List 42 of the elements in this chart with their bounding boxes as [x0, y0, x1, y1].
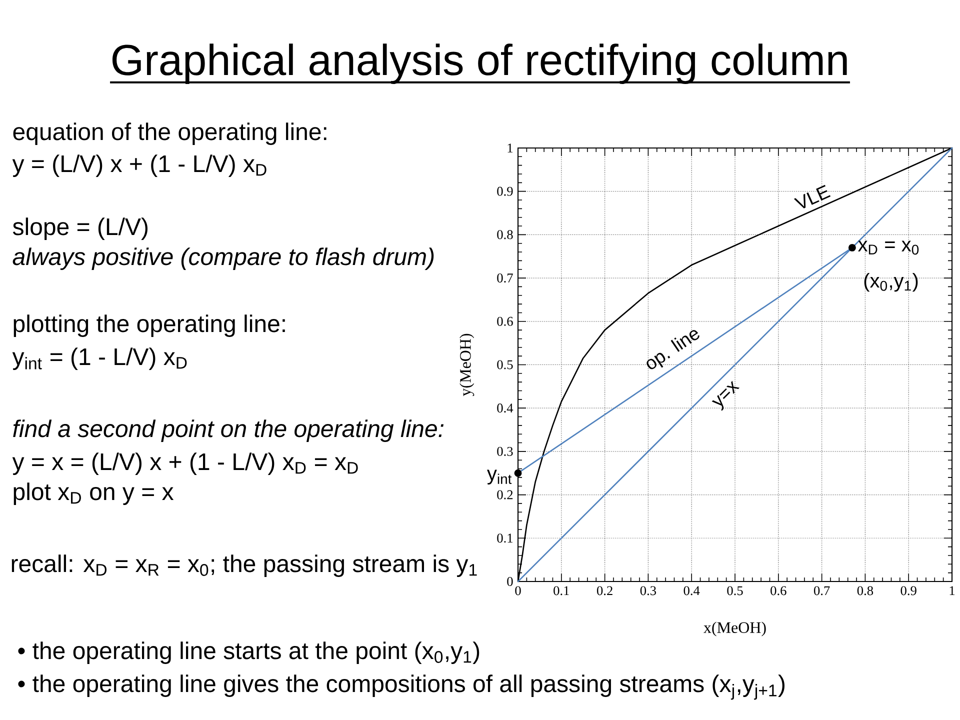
x-tick-label: 1	[950, 586, 955, 595]
text: VLE	[794, 184, 831, 208]
x-tick-label: 0.1	[554, 586, 569, 596]
x-tick-label: 0	[515, 586, 521, 596]
text: always positive (compare to flash drum)	[12, 248, 434, 270]
y-tick-label: 0.9	[497, 186, 513, 196]
text: y = x = (L/V) x + (1 - L/V) x$_{D}$ = x$_{D}$	[12, 452, 358, 475]
y-tick-label: 0.4	[497, 404, 514, 413]
y-tick-label: 0.6	[497, 316, 513, 326]
text: plot x$_{D}$ on y = x	[14, 482, 174, 505]
x-tick-label: 0.5	[727, 586, 743, 596]
text: plotting the operating line:	[14, 314, 285, 337]
x-tick-label: 0.8	[857, 586, 874, 596]
x-tick-label: 0.6	[770, 586, 786, 596]
x-tick-label: 0.9	[900, 586, 916, 596]
y-tick-label: 0.5	[497, 360, 513, 370]
x-tick-label: 0.3	[640, 586, 656, 596]
x-tick-label: 0.2	[596, 586, 612, 596]
y-tick-label: 0.7	[497, 274, 513, 283]
y-tick-label: 0.8	[497, 230, 513, 240]
y-tick-label: 1	[508, 144, 513, 152]
chart-title: Graphical analysis of rectifying column	[112, 44, 847, 84]
y-tick-label: 0	[507, 576, 513, 586]
annotation: (x$_{0}$,y$_{1}$)	[864, 273, 918, 292]
y-axis-title: y(MeOH)	[460, 334, 474, 396]
text: recall: x$_{D}$ = x$_{R}$ = x$_{0}$; the passing stream is y$_{1}$	[12, 554, 477, 577]
text: y = (L/V) x + (1 - L/V) x$_{D}$	[12, 154, 266, 177]
y-tick-label: 0.3	[497, 446, 513, 456]
x-axis-title: x(MeOH)	[704, 622, 766, 636]
text: • the operating line starts at the point (x$_{0}$,y$_{1}$)	[18, 642, 480, 664]
text: y=x	[712, 380, 740, 411]
x-tick-label: 0.4	[684, 586, 700, 596]
text: equation of the operating line:	[13, 122, 326, 145]
annotation: y$_{int}$	[486, 470, 512, 484]
x-tick-label: 0.7	[814, 586, 830, 596]
y-tick-label: 0.1	[497, 534, 513, 543]
text: y$_{int}$ = (1 - L/V) x$_{D}$	[12, 348, 187, 370]
text: op. line	[646, 330, 700, 370]
text: • the operating line gives the compositions of all passing streams (x$_{j}$,y$_{j+1}$)	[18, 674, 784, 700]
text: find a second point on the operating line:	[13, 420, 444, 442]
text: slope = (L/V)	[12, 218, 148, 240]
y-tick-label: 0.2	[497, 490, 513, 500]
